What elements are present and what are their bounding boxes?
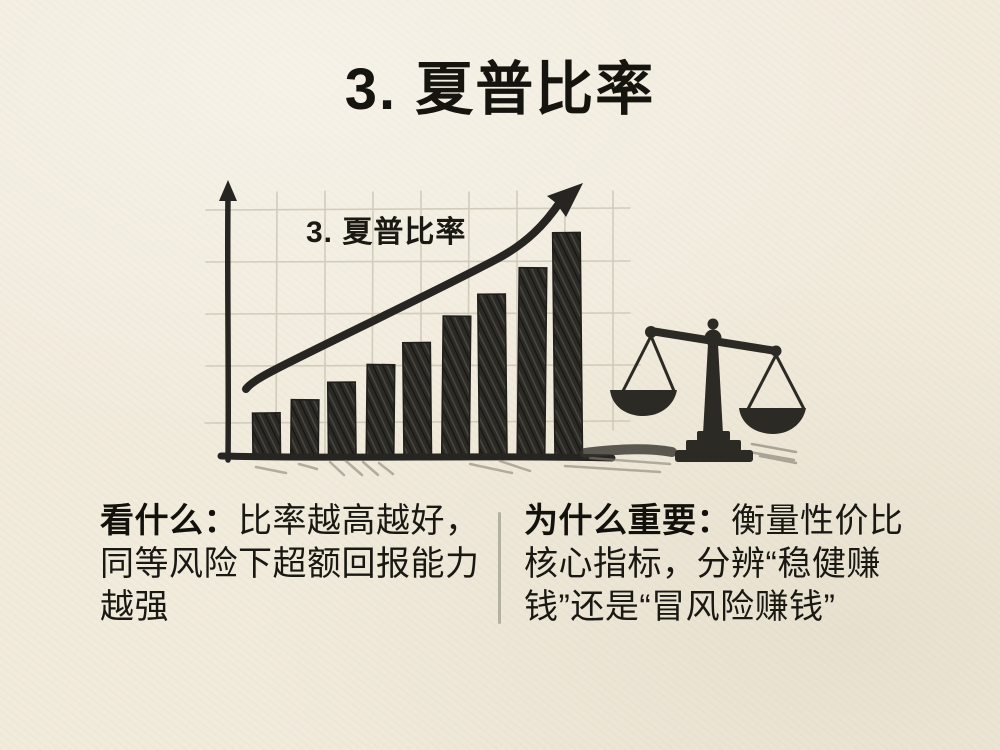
trend-arrow-icon — [242, 183, 583, 393]
bar — [440, 315, 472, 458]
note-right: 为什么重要：衡量性价比核心指标，分辨“稳健赚钱”还是“冒风险赚钱” — [524, 500, 926, 630]
note-left-text: 比率越高越好，同等风险下超额回报能力越强 — [100, 502, 480, 627]
bar — [551, 231, 584, 458]
notes-divider — [498, 512, 501, 624]
balance-scale-icon — [580, 318, 806, 465]
note-left: 看什么：比率越高越好，同等风险下超额回报能力越强 — [100, 500, 483, 630]
page-title: 3. 夏普比率 — [344, 57, 656, 122]
bar — [289, 398, 320, 458]
bar — [401, 341, 433, 458]
note-right-text: 衡量性价比核心指标，分辨“稳健赚钱”还是“冒风险赚钱” — [524, 502, 904, 627]
bar — [365, 363, 396, 458]
ground-hatch — [254, 456, 672, 477]
bar — [251, 412, 282, 458]
bar — [476, 293, 508, 458]
bars-group — [251, 231, 584, 458]
note-right-label: 为什么重要： — [524, 502, 731, 540]
bar — [516, 266, 548, 458]
chart-axes — [217, 180, 616, 463]
chart-title-label: 3. 夏普比率 — [306, 216, 467, 249]
bar — [326, 381, 357, 458]
note-left-label: 看什么： — [100, 502, 238, 540]
